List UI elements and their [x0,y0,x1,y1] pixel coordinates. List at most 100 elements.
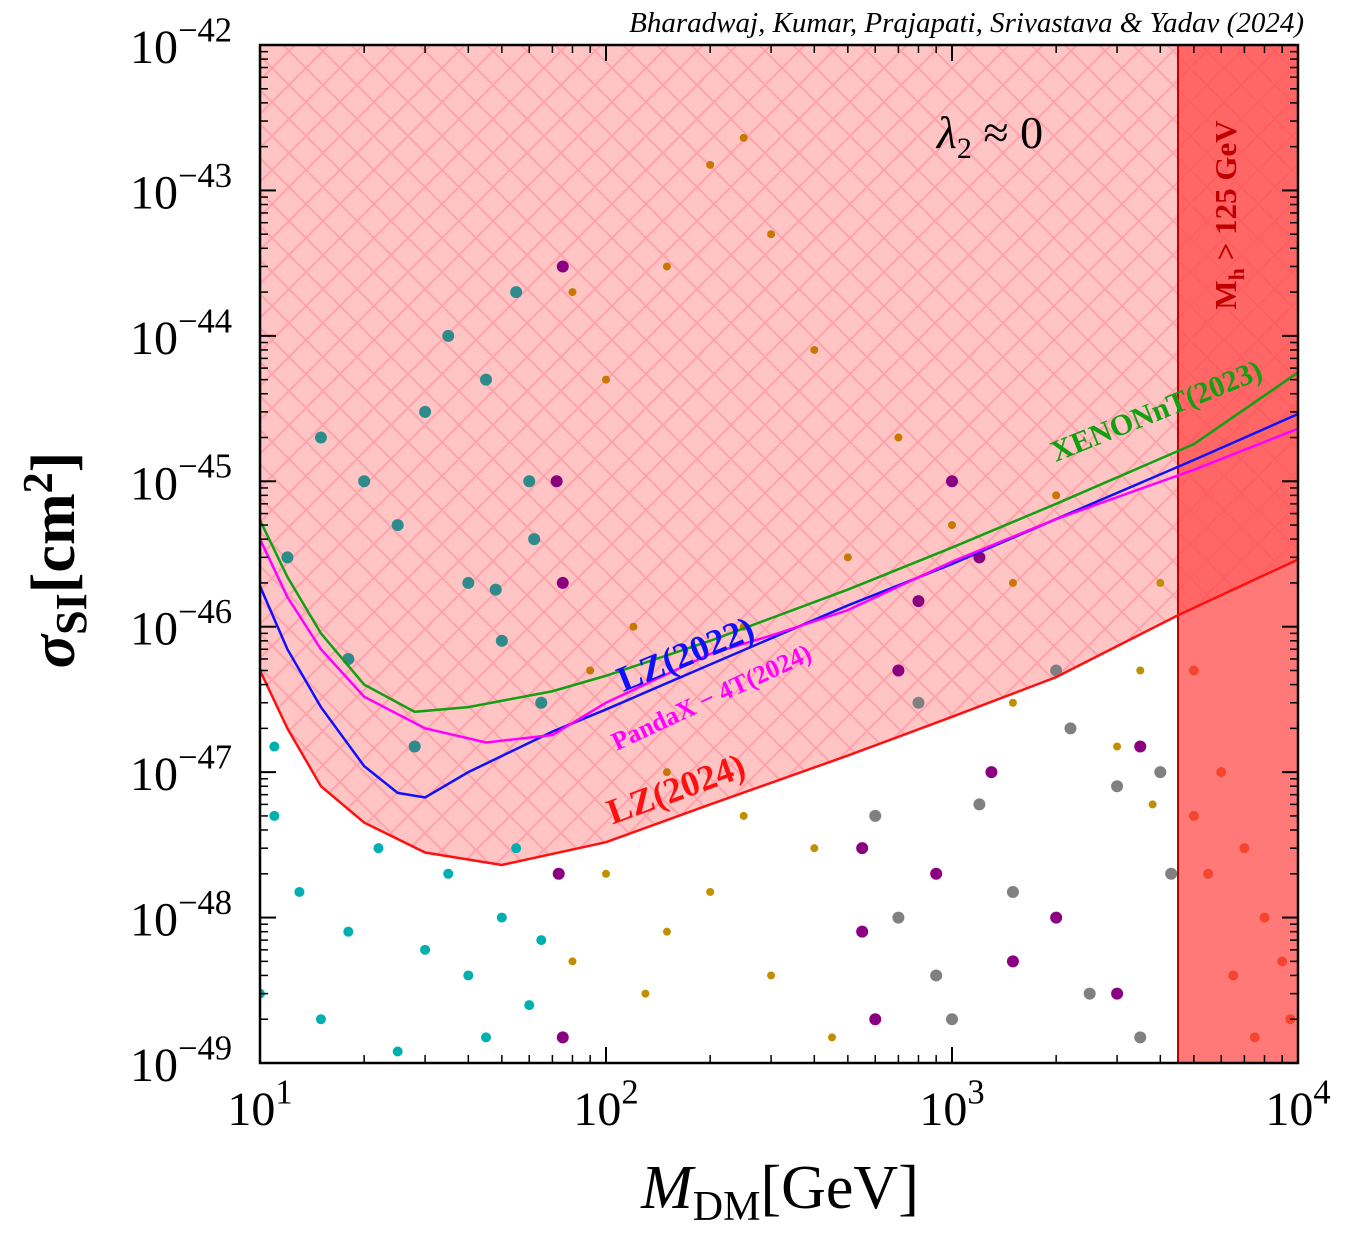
scatter-point [739,811,748,820]
scatter-point [1083,987,1096,1000]
annotation: λ2 ≈ 0 [935,107,1043,165]
y-tick-label: 10−46 [130,593,232,656]
excluded-hatch [260,45,1298,865]
scatter-point [392,1046,403,1057]
scatter-point [767,971,776,980]
scatter-point [535,696,548,709]
scatter-point [1134,1031,1147,1044]
scatter-point [408,740,421,753]
scatter-point [739,133,748,142]
y-tick-label: 10−44 [130,302,232,365]
scatter-point [706,887,715,896]
scatter-point [463,970,474,981]
scatter-point [946,1013,958,1026]
y-axis-label-part: [cm [20,493,88,593]
scatter-point [550,475,563,488]
scatter-point [420,944,431,955]
scatter-point [706,160,715,169]
scatter-point [662,927,671,936]
y-tick-label: 10−47 [130,739,232,802]
scatter-point [641,989,650,998]
higgs-band [1178,45,1298,1063]
x-tick-label: 101 [227,1073,292,1136]
band-label-part: > 125 GeV [1208,120,1243,268]
scatter-point [510,286,523,299]
scatter-point [442,329,455,342]
y-tick-label: 10−43 [130,157,232,220]
scatter-point [480,373,493,386]
y-axis-label: σSI[cm2] [16,452,96,668]
x-axis-label-part: DM [693,1184,761,1230]
scatter-point [1148,800,1157,809]
limit-line [260,427,1298,744]
scatter-point [602,869,610,878]
scatter-point [973,798,986,811]
scatter-point [568,288,577,297]
annotation-part: λ [935,107,957,158]
scatter-point [629,622,638,631]
scatter-point [828,1033,837,1042]
scatter-point [1111,987,1124,1000]
scatter-point [1008,578,1017,587]
scatter-point [556,260,569,273]
scatter-point [496,912,507,923]
scatter-point [662,262,671,271]
scatter-point [314,431,327,444]
scatter-point [462,576,475,589]
scatter-point [269,810,280,821]
scatter-point [536,935,547,946]
annotation-part: ≈ 0 [972,107,1043,158]
scatter-point [391,519,404,532]
y-tick-label: 10−49 [130,1029,232,1092]
scatter-point [315,1014,326,1025]
x-axis-label: MDM[GeV] [640,1154,919,1230]
scatter-point [894,433,903,442]
x-tick-label: 102 [573,1073,638,1136]
y-axis-label-part: ] [20,452,88,473]
plot-area [260,45,1298,1063]
y-axis-label-part: SI [47,593,96,635]
scatter-point [856,842,869,855]
scatter-point [892,664,905,677]
limit-line [260,558,1298,867]
scatter-point [985,766,998,779]
frame [258,43,1300,1065]
limit-line [260,371,1298,714]
scatter-point [602,375,610,384]
scatter-point [1134,740,1147,753]
scatter-point [930,867,943,880]
scatter-point [946,475,958,488]
scatter-point [294,886,305,897]
x-axis-label-part: M [640,1154,696,1222]
x-axis-label-part: [GeV] [760,1154,918,1222]
scatter-point [358,475,371,488]
scatter-point [495,634,508,647]
scatter-point [511,843,522,854]
scatter-point [481,1032,492,1043]
scatter-point [767,230,776,239]
band-label-part: h [1224,268,1249,280]
scatter-point [1156,578,1165,587]
scatter-point [373,843,384,854]
scatter-point [869,1013,882,1026]
scatter-point [810,345,819,354]
x-tick-label: 104 [1265,1073,1330,1136]
scatter-point [586,666,595,675]
scatter-point [1113,742,1122,751]
scatter-point [912,595,925,608]
scatter-point [1136,666,1145,675]
scatter-point [662,768,671,777]
scatter-point [810,844,819,853]
y-axis-label-part: σ [20,633,88,668]
scatter-point [269,741,280,752]
scatter-point [1154,766,1167,779]
scatter-point [1165,867,1178,880]
scatter-point [1008,698,1017,707]
scatter-point [1050,664,1063,677]
scatter-point [419,405,432,418]
scatter-point [869,809,882,822]
scatter-point [523,475,536,488]
scatter-point [556,576,569,589]
scatter-point [443,868,454,879]
